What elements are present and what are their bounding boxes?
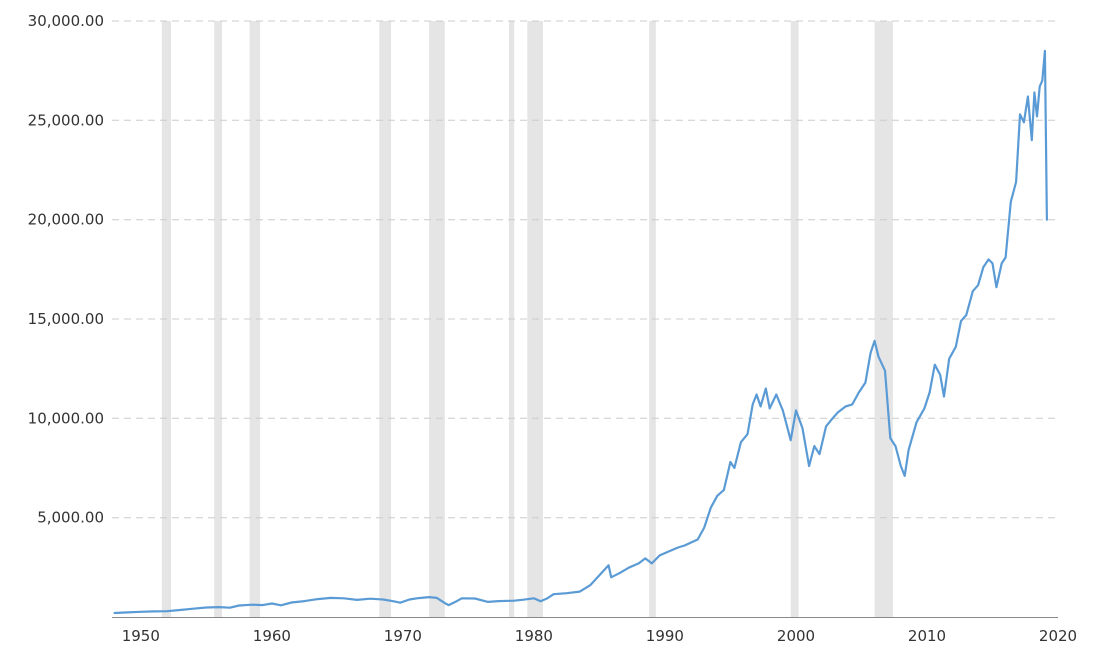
x-axis-labels: 1950 1960 1970 1980 1990 2000 2010 2020 [122,627,1077,645]
x-tick-label: 1960 [253,627,291,645]
y-tick-label: 10,000.00 [28,409,104,427]
x-tick-label: 1980 [515,627,553,645]
y-tick-label: 20,000.00 [28,211,104,229]
x-tick-label: 2010 [908,627,946,645]
y-axis-labels: 5,000.00 10,000.00 15,000.00 20,000.00 25,00… [28,12,104,527]
y-tick-label: 25,000.00 [28,111,104,129]
x-tick-label: 2000 [777,627,815,645]
recession-band-2 [214,21,223,617]
x-tick-label: 1950 [122,627,160,645]
series-line-1 [113,49,1048,615]
x-tick-label: 1990 [646,627,684,645]
series-layer [113,49,1048,615]
x-tick-label: 2020 [1039,627,1077,645]
y-tick-label: 15,000.00 [28,310,104,328]
y-tick-label: 5,000.00 [37,509,104,527]
gridlines [112,20,1058,519]
x-tick-label: 1970 [384,627,422,645]
recession-band-9 [790,21,799,617]
y-tick-label: 30,000.00 [28,12,104,30]
recession-band-4 [379,21,392,617]
recession-band-3 [249,21,261,617]
